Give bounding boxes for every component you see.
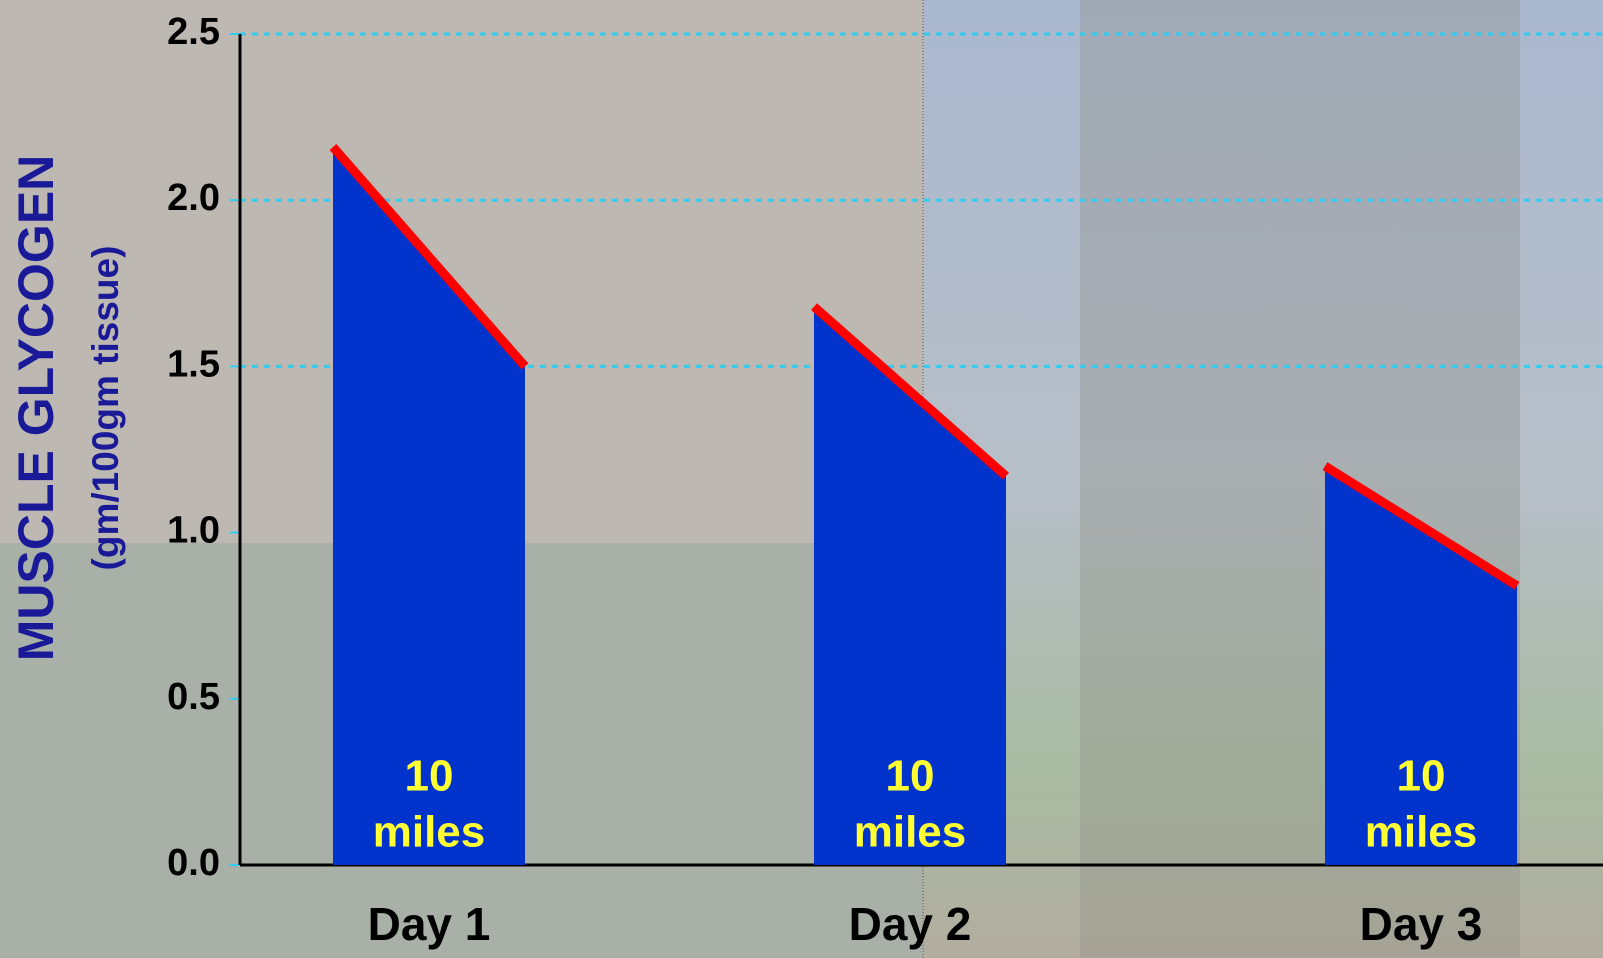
x-tick-label: Day 2 bbox=[849, 898, 972, 950]
y-tick-label: 2.0 bbox=[167, 177, 220, 219]
bar-label: 10 bbox=[1397, 752, 1446, 801]
y-tick-label: 0.5 bbox=[167, 676, 220, 718]
bar-label: miles bbox=[854, 808, 967, 857]
bar-label: 10 bbox=[405, 752, 454, 801]
x-tick-label: Day 1 bbox=[368, 898, 491, 950]
y-tick-label: 1.5 bbox=[167, 343, 220, 385]
bar-label: miles bbox=[373, 808, 486, 857]
y-tick-label: 1.0 bbox=[167, 510, 220, 552]
y-tick-label: 2.5 bbox=[167, 11, 220, 53]
y-tick-label: 0.0 bbox=[167, 842, 220, 884]
y-sublabel: (gm/100gm tissue) bbox=[85, 246, 126, 571]
bar-label: miles bbox=[1365, 808, 1478, 857]
bar-label: 10 bbox=[886, 752, 935, 801]
chart: MUSCLE GLYCOGEN (gm/100gm tissue) 0.0 0.5… bbox=[0, 0, 1603, 958]
x-tick-label: Day 3 bbox=[1360, 898, 1483, 950]
y-label: MUSCLE GLYCOGEN bbox=[8, 155, 64, 662]
